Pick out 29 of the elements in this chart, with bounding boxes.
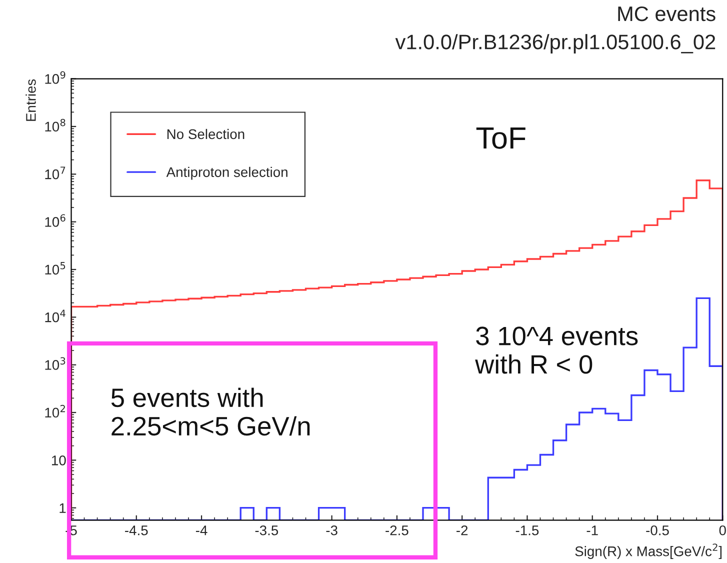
x-axis-title: Sign(R) x Mass[GeV/c$^{2}$] [575,544,722,559]
y-tick-label: 1 [60,503,66,513]
y-tick-label: 10 [52,456,66,466]
y-tick-label: 10$^{6}$ [45,214,66,227]
x-tick-label: -3 [326,525,338,536]
x-tick-label: -1.5 [516,526,539,536]
y-tick-label: 10$^{3}$ [45,357,66,370]
x-tick-label: -1 [586,526,598,536]
x-tick-label: -4 [196,526,208,536]
y-tick-label: 10$^{5}$ [45,262,66,275]
x-tick-label: -4.5 [125,526,148,536]
y-tick-label: 10$^{4}$ [45,310,66,322]
chart-title: MC events [618,6,716,22]
x-tick-label: 0 [719,525,726,536]
y-tick-label: 10$^{8}$ [45,118,66,132]
x-tick-label: -0.5 [646,525,669,536]
annotation: 3 10^4 events with R < 0 [475,326,638,374]
annotation: 5 events with 2.25<m<5 GeV/n [111,388,310,436]
x-tick-label: -2.5 [386,525,408,536]
x-tick-label: -3.5 [255,525,278,536]
legend-label: No Selection [167,128,244,140]
y-tick-label: 10$^{9}$ [45,71,66,84]
annotation: ToF [476,127,526,149]
chart-subtitle: v1.0.0/Pr.B1236/pr.pl1.05100.6_02 [395,34,716,54]
y-axis-title: Entries [26,79,36,121]
y-tick-label: 10$^{7}$ [45,166,66,180]
y-tick-label: 10$^{2}$ [45,404,65,418]
legend-label: Antiproton selection [166,166,288,180]
x-tick-label: -2 [456,525,468,536]
